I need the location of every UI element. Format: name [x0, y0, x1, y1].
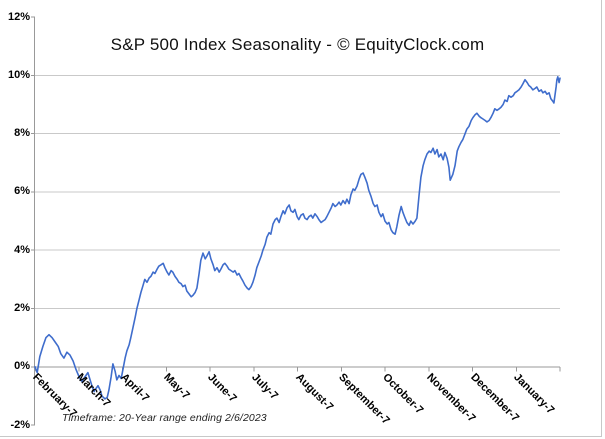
- y-axis-tick-label: 8%: [14, 127, 30, 140]
- y-axis-tick-label: 12%: [7, 10, 30, 23]
- seasonality-line: [34, 76, 561, 400]
- y-axis-tick-label: -2%: [10, 418, 30, 431]
- timeframe-footnote: Timeframe: 20-Year range ending 2/6/2023: [62, 412, 267, 424]
- chart-title: S&P 500 Index Seasonality - © EquityCloc…: [110, 35, 485, 54]
- y-axis-tick-label: 6%: [14, 185, 30, 198]
- y-axis-tick-label: 0%: [14, 360, 30, 373]
- y-axis-tick-label: 4%: [14, 243, 30, 256]
- y-axis-tick-label: 10%: [7, 68, 30, 81]
- y-axis-tick-label: 2%: [14, 302, 30, 314]
